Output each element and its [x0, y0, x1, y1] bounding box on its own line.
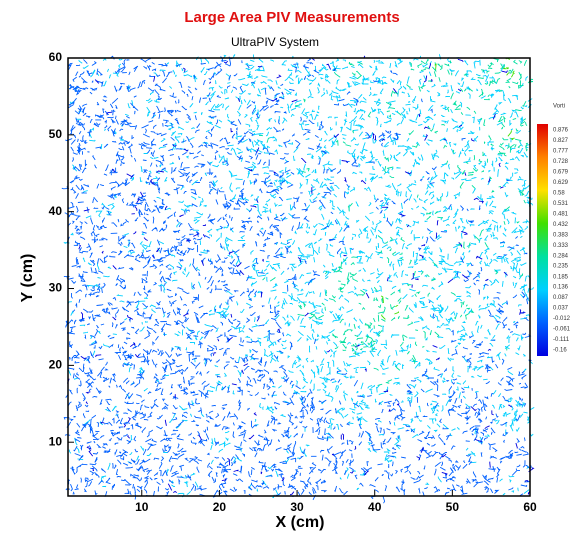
contour-field [61, 53, 535, 504]
colorbar-tick-label: 0.827 [553, 138, 569, 144]
contour-lines [67, 55, 535, 496]
x-tick-label: 10 [135, 500, 149, 514]
colorbar-tick-label: 0.037 [553, 306, 569, 312]
colorbar-tick-label: 0.383 [553, 232, 569, 238]
colorbar-tick-label: 0.333 [553, 243, 569, 249]
y-tick-label: 10 [49, 434, 63, 448]
colorbar-tick-label: 0.728 [553, 159, 569, 165]
colorbar-tick-label: -0.111 [553, 337, 570, 343]
y-axis-label: Y (cm) [19, 254, 36, 303]
colorbar-tick-label: 0.185 [553, 274, 569, 280]
y-tick-label: 40 [49, 204, 63, 218]
colorbar-tick-label: 0.777 [553, 149, 569, 155]
x-axis-label: X (cm) [276, 514, 325, 531]
colorbar-label: Vorti [553, 104, 565, 110]
colorbar-tick-label: 0.481 [553, 211, 569, 217]
colorbar-tick-label: 0.235 [553, 264, 569, 270]
colorbar [537, 124, 548, 356]
colorbar-tick-label: 0.876 [553, 128, 569, 134]
colorbar-tick-label: -0.16 [553, 348, 567, 354]
chart-subtitle: UltraPIV System [231, 35, 319, 49]
x-tick-label: 40 [368, 500, 382, 514]
contour-lines [63, 53, 535, 499]
colorbar-tick-label: 0.58 [553, 190, 565, 196]
x-tick-label: 50 [446, 500, 460, 514]
contour-lines [61, 55, 532, 504]
x-tick-label: 30 [290, 500, 304, 514]
colorbar-tick-label: 0.136 [553, 285, 569, 291]
colorbar-tick-label: 0.531 [553, 201, 569, 207]
y-tick-label: 30 [49, 281, 63, 295]
colorbar-tick-label: 0.679 [553, 169, 569, 175]
colorbar-tick-label: -0.012 [553, 316, 571, 322]
y-tick-label: 20 [49, 358, 63, 372]
colorbar-tick-label: 0.087 [553, 295, 569, 301]
chart-title: Large Area PIV Measurements [184, 9, 399, 26]
colorbar-tick-label: 0.284 [553, 253, 569, 259]
colorbar-tick-label: -0.061 [553, 327, 571, 333]
x-tick-label: 60 [523, 500, 537, 514]
colorbar-tick-label: 0.629 [553, 180, 569, 186]
x-tick-label: 20 [213, 500, 227, 514]
y-tick-label: 60 [49, 50, 63, 64]
plot-frame [67, 57, 531, 497]
colorbar-tick-label: 0.432 [553, 222, 569, 228]
y-tick-label: 50 [49, 127, 63, 141]
